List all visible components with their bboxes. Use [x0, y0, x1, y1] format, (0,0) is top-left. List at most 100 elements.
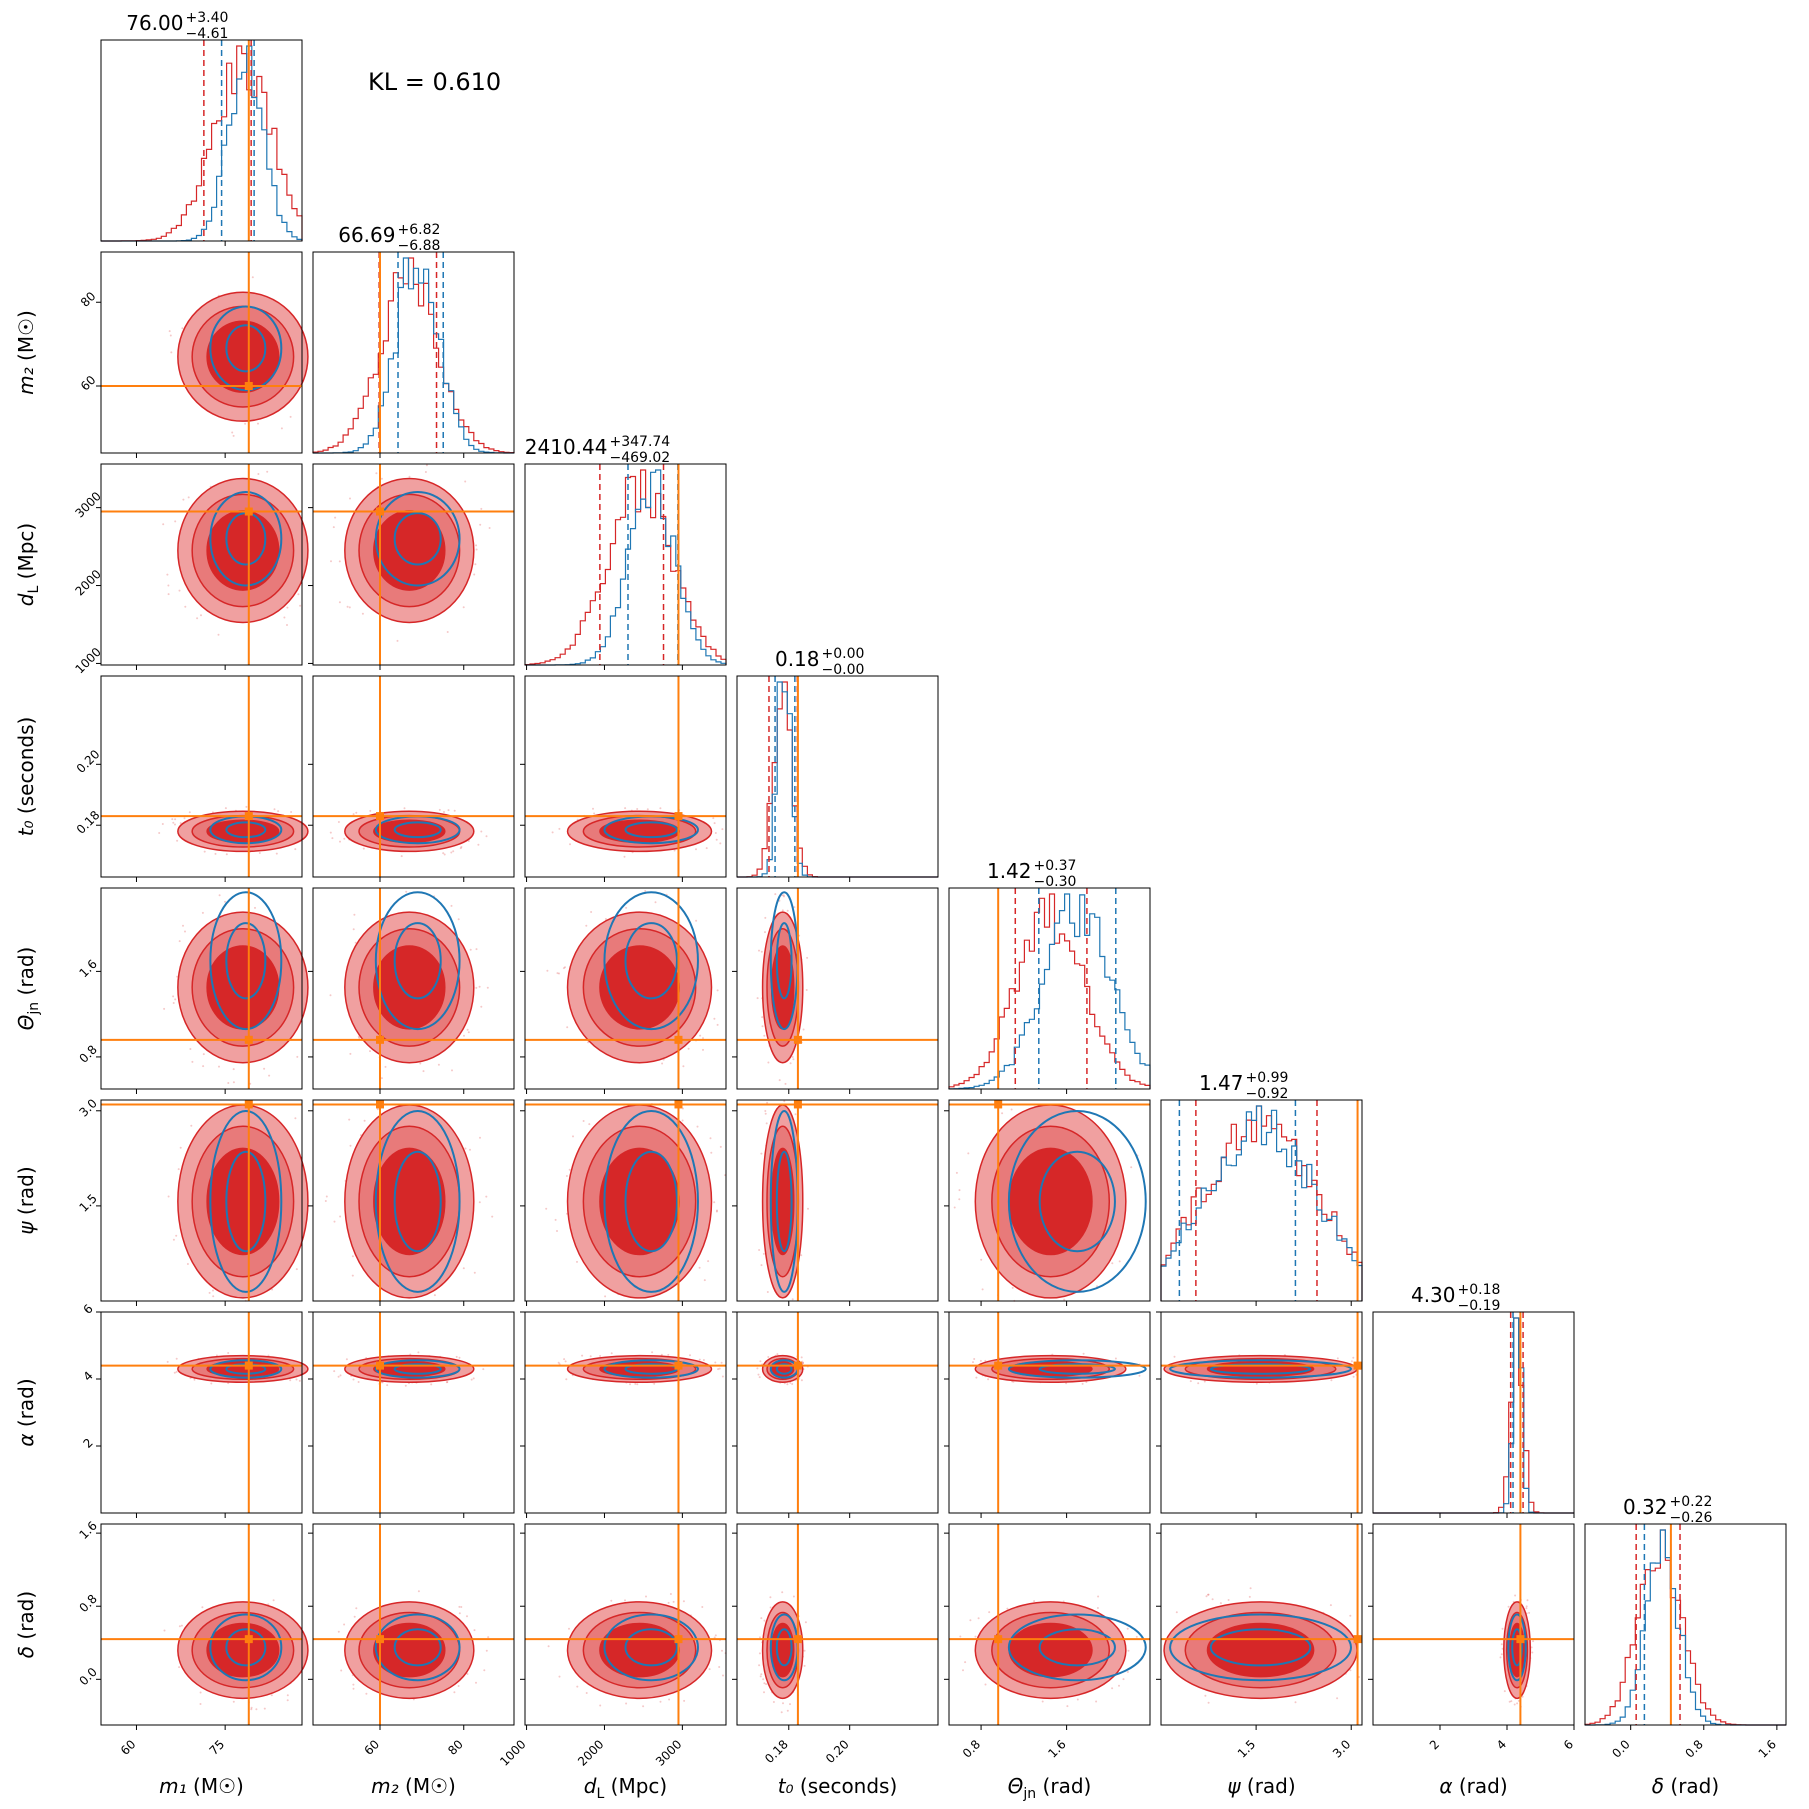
sample-point [972, 1361, 974, 1364]
contour-outer-b [374, 1110, 461, 1293]
sample-point [1294, 1701, 1297, 1704]
sample-point [756, 997, 759, 1000]
histogram-dL: 2410.44 +347.74−469.02 [524, 434, 727, 670]
contour-outer-b [209, 891, 283, 1031]
sample-point [667, 1353, 670, 1356]
contour-inner-b [393, 512, 442, 566]
sample-point [709, 1137, 712, 1140]
sample-point [351, 1255, 354, 1258]
y-tick-label: 6 [81, 1302, 96, 1317]
contour-outer-b [603, 1613, 699, 1682]
sample-point [1082, 1352, 1085, 1355]
contour-inner-b [393, 821, 442, 839]
contour-outer-b [374, 491, 461, 587]
panel-frame [100, 1523, 303, 1726]
sample-point [758, 1652, 761, 1655]
sample-point [715, 1210, 718, 1213]
sample-point [774, 893, 777, 896]
sample-point [702, 1037, 704, 1040]
sample-point [1097, 1595, 1100, 1598]
sample-point [477, 843, 480, 846]
y-axis-label-theta: Θjn (rad) [14, 947, 42, 1031]
panel-frame [100, 251, 303, 454]
sample-point [332, 526, 335, 529]
sample-point [189, 1048, 192, 1050]
panel-frame [312, 1523, 515, 1726]
sample-point [981, 1288, 984, 1291]
sample-point [255, 1708, 258, 1711]
sample-point [714, 1634, 717, 1637]
panel-title-median: 2410.44 [525, 435, 608, 459]
sample-point [447, 809, 450, 812]
truth-marker [1353, 1635, 1362, 1644]
sample-point [479, 523, 482, 526]
panel-dL-alpha [520, 1311, 727, 1518]
sample-point [604, 1295, 607, 1298]
sample-point [352, 928, 355, 931]
panel-psi-alpha [1156, 1311, 1363, 1518]
sample-point [227, 1352, 230, 1354]
sample-point [546, 969, 549, 972]
y-tick-label: 4 [81, 1369, 96, 1384]
sample-point [757, 1373, 760, 1376]
sample-point [334, 516, 337, 519]
sample-point [791, 1383, 794, 1385]
sample-point [357, 1381, 360, 1383]
sample-point [175, 1357, 178, 1360]
x-axis-label-dL: dL (Mpc) [584, 1774, 667, 1802]
sample-point [172, 821, 175, 824]
sample-point [232, 1068, 235, 1071]
sample-point [270, 1694, 273, 1697]
histogram-model-b [948, 893, 1151, 1090]
contour-inner-a [206, 945, 280, 1030]
sample-point [177, 1168, 180, 1171]
sample-point [202, 1053, 205, 1056]
sample-point [789, 1381, 792, 1384]
x-tick-label: 0.8 [1682, 1737, 1705, 1760]
sample-point [1096, 1607, 1099, 1609]
sample-point [1207, 1701, 1210, 1704]
sample-point [1111, 1687, 1114, 1690]
sample-point [764, 916, 767, 919]
panel-frame [100, 463, 303, 666]
panel-alpha-delta: 2 4 6 [1368, 1523, 1576, 1753]
panel-dL-t0 [520, 675, 727, 882]
sample-point [491, 1215, 494, 1218]
truth-marker [376, 507, 384, 516]
truth-marker [376, 1635, 384, 1644]
sample-point [764, 931, 766, 934]
sample-point [803, 1664, 806, 1667]
sample-point [458, 1605, 461, 1608]
sample-point [1525, 1605, 1528, 1608]
sample-point [184, 930, 186, 933]
truth-marker [376, 1361, 384, 1370]
sample-point [689, 1354, 691, 1357]
contour-inner-a [599, 945, 680, 1030]
sample-point [705, 847, 708, 850]
sample-point [474, 563, 477, 566]
sample-point [179, 822, 182, 825]
sample-point [719, 1145, 722, 1148]
sample-point [483, 1669, 486, 1672]
sample-point [452, 850, 455, 853]
panel-frame [1372, 1523, 1575, 1726]
sample-point [453, 809, 456, 812]
contour-outer-b [1169, 1613, 1352, 1682]
sample-point [464, 1147, 467, 1150]
panel-title-minus: −0.26 [1670, 1510, 1713, 1526]
sample-point [178, 1666, 181, 1669]
sample-point [760, 950, 763, 953]
sample-point [286, 1694, 289, 1697]
sample-point [244, 422, 247, 425]
sample-point [286, 624, 288, 626]
truth-marker [1353, 1361, 1362, 1370]
sample-point [340, 1669, 343, 1672]
panel-title-plus: +3.40 [186, 10, 229, 26]
sample-point [682, 1600, 685, 1603]
panel-title-minus: −4.61 [186, 26, 229, 42]
sample-point [212, 1289, 214, 1292]
panel-title-median: 0.32 [1623, 1495, 1668, 1519]
panel-frame [1160, 1311, 1363, 1514]
contour-inner-b [1038, 1628, 1116, 1667]
sample-point [453, 1691, 456, 1694]
